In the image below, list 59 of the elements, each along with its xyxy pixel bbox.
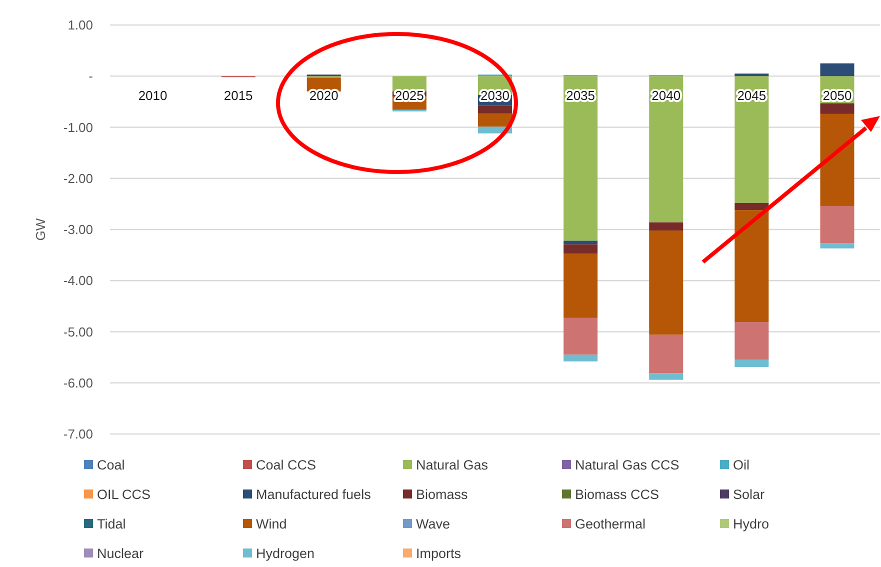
legend-label: Oil xyxy=(733,458,750,473)
bar xyxy=(564,76,598,241)
legend-label: Wind xyxy=(256,516,287,532)
legend-label: Geothermal xyxy=(575,516,646,532)
legend-label: Imports xyxy=(416,546,462,562)
bar xyxy=(649,230,684,335)
y-tick-label: - xyxy=(88,68,93,84)
x-tick-label: 2050 xyxy=(822,88,852,104)
bar xyxy=(564,354,598,362)
bar xyxy=(820,243,854,248)
y-tick-label: 1.00 xyxy=(68,18,93,33)
bar xyxy=(478,113,512,127)
legend-label: Nuclear xyxy=(97,546,144,562)
legend-label: Coal CCS xyxy=(256,458,316,473)
bar xyxy=(478,106,512,114)
bar xyxy=(820,103,854,114)
bar xyxy=(564,240,598,244)
x-tick-label: 2045 xyxy=(737,88,766,104)
legend-label: Solar xyxy=(733,487,766,502)
legend-label: Biomass xyxy=(416,487,468,502)
bar xyxy=(734,210,769,322)
x-tick-label: 2015 xyxy=(224,88,253,104)
bar xyxy=(564,318,598,355)
bar xyxy=(649,373,684,380)
y-tick-label: -5.00 xyxy=(63,324,93,340)
legend-label: Natural Gas CCS xyxy=(575,458,680,473)
y-tick-label: -4.00 xyxy=(63,273,93,288)
bar xyxy=(734,360,769,368)
x-tick-label: 2035 xyxy=(566,88,596,104)
y-tick-label: -1.00 xyxy=(63,120,93,135)
bar xyxy=(649,222,684,231)
y-tick-label: -7.00 xyxy=(63,426,93,442)
bar xyxy=(649,76,684,222)
bar xyxy=(734,202,769,210)
legend-label: Natural Gas xyxy=(416,458,488,473)
legend-label: Manufactured fuels xyxy=(256,487,372,502)
legend-label: OIL CCS xyxy=(97,487,151,502)
x-tick-label: 2020 xyxy=(309,88,338,104)
legend-label: Hydrogen xyxy=(256,546,315,562)
legend-label: Hydro xyxy=(733,516,770,532)
y-tick-label: -3.00 xyxy=(63,222,93,238)
legend-label: Tidal xyxy=(97,516,126,532)
bar xyxy=(649,334,684,374)
bar xyxy=(820,114,854,206)
legend-label: Biomass CCS xyxy=(575,487,660,502)
legend-label: Wave xyxy=(416,516,450,532)
y-tick-label: -2.00 xyxy=(63,170,93,186)
bar xyxy=(564,254,598,318)
bar xyxy=(820,206,854,244)
y-tick-label: -6.00 xyxy=(63,375,93,390)
bar xyxy=(734,76,769,203)
bar xyxy=(734,74,769,76)
y-axis-title: GW xyxy=(33,218,48,241)
bar xyxy=(734,322,769,360)
bar xyxy=(564,244,598,254)
x-tick-label: 2040 xyxy=(652,88,681,104)
bar xyxy=(820,63,854,76)
legend-label: Coal xyxy=(97,458,125,473)
x-tick-label: 2010 xyxy=(138,88,168,104)
